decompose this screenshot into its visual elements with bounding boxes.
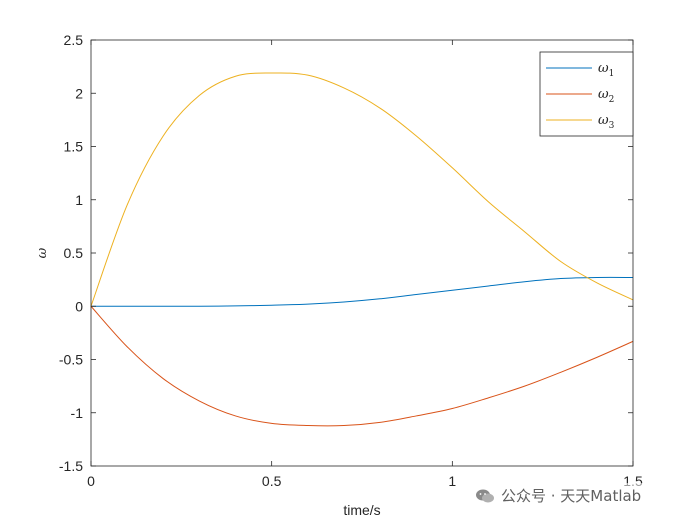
x-tick-label: 0 xyxy=(87,473,95,489)
legend-subscript: 1 xyxy=(609,69,615,79)
x-tick-label: 0.5 xyxy=(262,473,282,489)
wechat-icon xyxy=(476,489,494,502)
y-tick-label: 2.5 xyxy=(64,32,84,48)
y-tick-label: 2 xyxy=(75,85,83,101)
y-tick-label: 0.5 xyxy=(64,245,84,261)
series-line-1 xyxy=(91,276,634,307)
y-tick-label: -0.5 xyxy=(59,352,83,368)
y-tick-label: 0 xyxy=(75,298,83,314)
series-lines xyxy=(90,72,634,427)
watermark-text: 公众号 · 天天Matlab xyxy=(501,487,642,505)
y-tick-label: 1 xyxy=(75,192,83,208)
y-tick-label: -1.5 xyxy=(59,458,83,474)
legend-subscript: 3 xyxy=(609,121,615,131)
x-axis-label: time/s xyxy=(343,502,380,518)
series-line-3 xyxy=(90,72,634,307)
legend-subscript: 2 xyxy=(609,95,615,105)
y-tick-label: 1.5 xyxy=(64,139,84,155)
x-tick-label: 1 xyxy=(448,473,456,489)
series-line-2 xyxy=(90,305,634,427)
watermark: 公众号 · 天天Matlab xyxy=(471,483,646,508)
y-tick-label: -1 xyxy=(71,405,84,421)
y-axis-label: ω xyxy=(35,247,50,258)
